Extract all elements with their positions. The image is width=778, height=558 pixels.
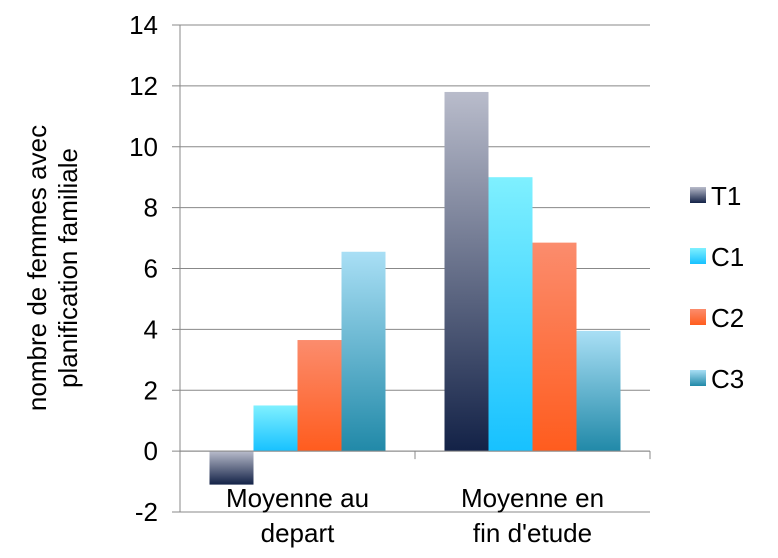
y-axis-title-text: nombre de femmes avecplanification famil… [22, 125, 83, 411]
bar-t1 [444, 91, 489, 452]
y-tick-label: -2 [135, 497, 158, 527]
y-tick-label: 2 [144, 375, 158, 405]
legend-label-c1: C1 [711, 242, 744, 272]
axes [179, 25, 651, 512]
bar-c1 [488, 177, 533, 452]
bar-c1 [253, 405, 298, 452]
bars [209, 91, 621, 485]
bar-c3 [576, 330, 621, 452]
legend-label-t1: T1 [711, 181, 741, 211]
y-tick-label: 0 [144, 436, 158, 466]
legend-swatch-c1 [690, 248, 706, 264]
y-tick-labels: -2 0 2 4 6 8 10 12 14 [129, 10, 158, 527]
legend-label-c3: C3 [711, 364, 744, 394]
bar-c2 [532, 242, 577, 452]
x-category-label: Moyenne au depart [226, 483, 369, 548]
legend-swatch-c2 [690, 309, 706, 325]
y-tick-label: 14 [129, 10, 158, 40]
bar-c3 [341, 251, 386, 452]
category-labels: Moyenne au depart Moyenne en fin d'etude [226, 483, 604, 548]
y-tick-label: 8 [144, 193, 158, 223]
y-axis-title: nombre de femmes avecplanification famil… [22, 125, 83, 411]
y-tick-label: 4 [144, 314, 158, 344]
y-tick-label: 10 [129, 132, 158, 162]
bar-t1 [209, 451, 254, 485]
x-category-label: Moyenne en fin d'etude [461, 483, 604, 548]
legend: T1 C1 C2 C3 [690, 181, 744, 394]
y-tick-label: 12 [129, 71, 158, 101]
bar-c2 [297, 340, 342, 452]
legend-swatch-c3 [690, 370, 706, 386]
y-tick-label: 6 [144, 254, 158, 284]
legend-swatch-t1 [690, 187, 706, 203]
legend-label-c2: C2 [711, 303, 744, 333]
